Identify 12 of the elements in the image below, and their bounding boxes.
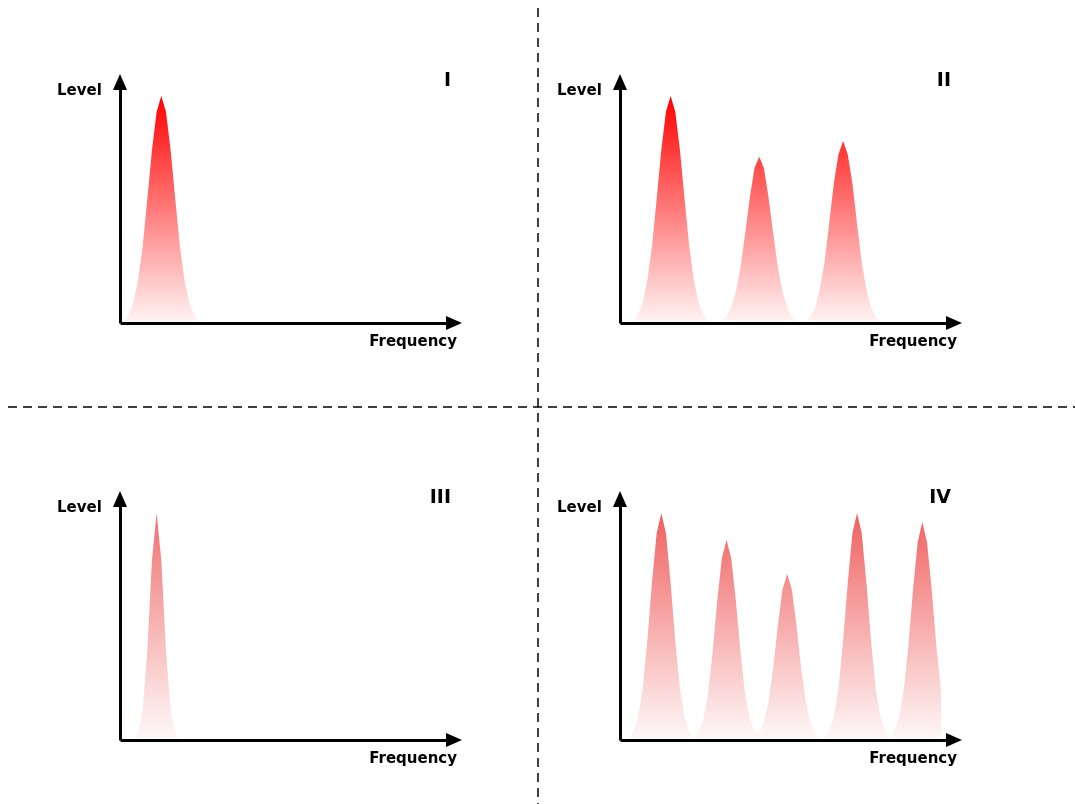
chart-title: II: [936, 68, 951, 90]
y-axis-title: Level: [57, 498, 102, 516]
chart-title: I: [443, 68, 451, 90]
y-axis-title: Level: [57, 81, 102, 99]
x-axis-title: Frequency: [869, 332, 958, 350]
y-axis-title: Level: [557, 81, 602, 99]
x-axis-title: Frequency: [369, 332, 458, 350]
chart-title: IV: [929, 485, 952, 507]
x-axis-title: Frequency: [369, 749, 458, 767]
y-axis-title: Level: [557, 498, 602, 516]
x-axis-title: Frequency: [869, 749, 958, 767]
chart-title: III: [429, 485, 451, 507]
